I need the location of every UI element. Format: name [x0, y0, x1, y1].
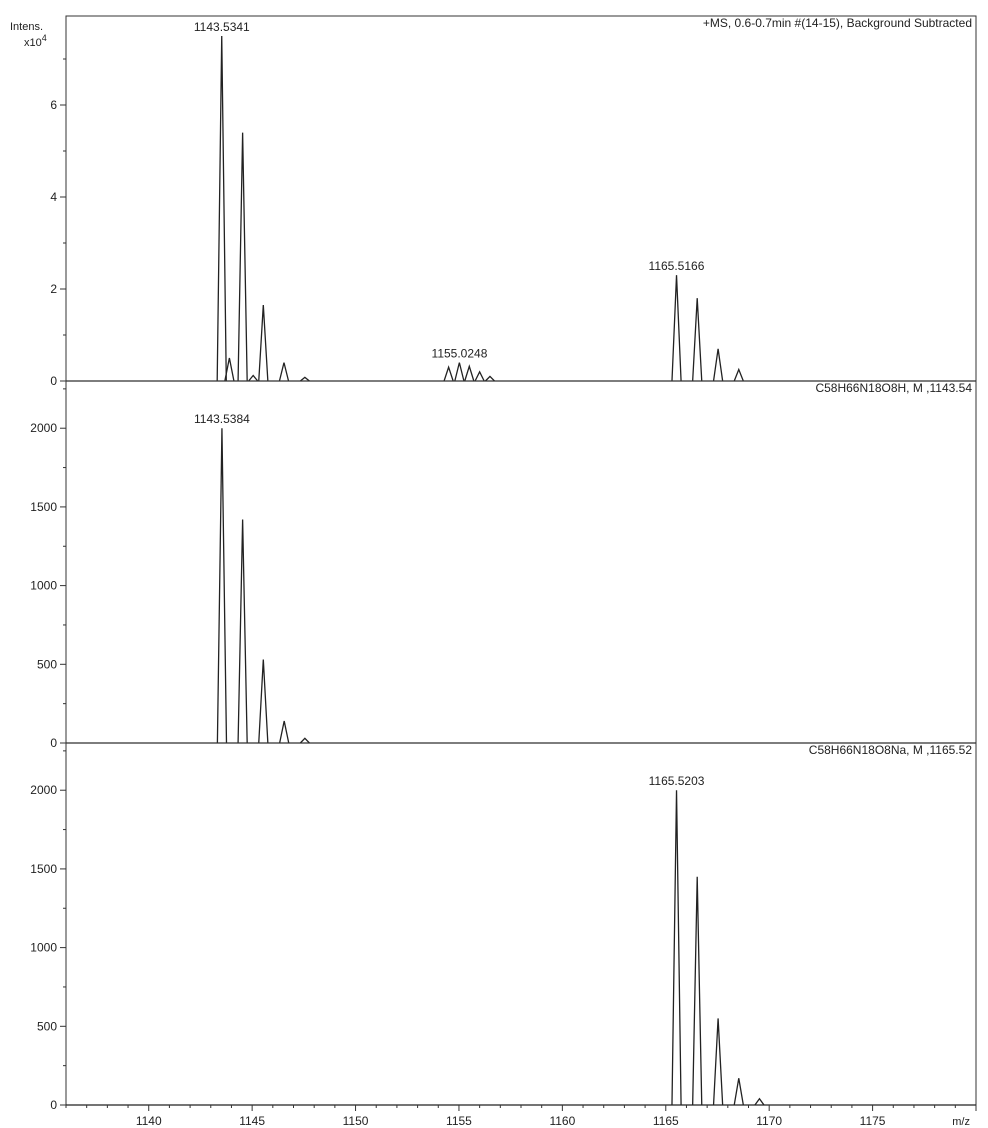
- x-tick-label: 1170: [756, 1114, 782, 1128]
- peak-label: 1143.5384: [194, 412, 250, 426]
- spectrum-panel-1: 0 2 4 6 +MS, 0.6-0.7min #(14-15), Background…: [10, 15, 977, 388]
- spectrum-peak: [299, 376, 310, 382]
- spectrum-peak: [258, 305, 269, 382]
- panel-header: C58H66N18O8H, M ,1143.54: [815, 381, 972, 395]
- peak-label: 1143.5341: [194, 20, 250, 34]
- y-tick-label: 500: [37, 1019, 57, 1033]
- spectrum-panel-2: 0 500 1000 1500 2000 C58H66N18O8H, M ,1143.54…: [30, 380, 977, 750]
- panel-header: C58H66N18O8Na, M ,1165.52: [809, 743, 973, 757]
- spectrum-panel-3: 0 500 1000 1500 2000 C58H66N18O8Na, M ,1165.5…: [30, 742, 977, 1112]
- spectrum-peak: [279, 720, 290, 744]
- spectrum-peak: [484, 375, 495, 382]
- spectrum-peak: [733, 367, 744, 382]
- y-tick-label: 2000: [30, 783, 57, 797]
- spectrum-peak: [712, 1018, 724, 1106]
- y-axis-scale: x104: [24, 33, 47, 49]
- spectrum-peak: [464, 364, 475, 382]
- spectrum-peak: [692, 876, 703, 1106]
- y-tick-label: 2: [50, 282, 57, 296]
- peak-label: 1165.5166: [649, 259, 705, 273]
- spectrum-peak: [692, 298, 703, 382]
- x-tick-label: 1155: [446, 1114, 472, 1128]
- spectrum-peak: [754, 1097, 765, 1106]
- spectrum-peak: [224, 357, 235, 382]
- spectrum-peak: [278, 362, 290, 382]
- peak-label: 1165.5203: [649, 774, 705, 788]
- spectrum-peak: [237, 519, 248, 744]
- spectrum-peak: [712, 348, 724, 382]
- y-tick-label: 1000: [30, 579, 57, 593]
- spectrum-peak: [443, 365, 454, 382]
- y-tick-label: 0: [50, 374, 57, 388]
- panel-header: +MS, 0.6-0.7min #(14-15), Background Sub…: [703, 16, 972, 30]
- spectrum-peak: [454, 362, 465, 382]
- y-tick-label: 0: [50, 1098, 57, 1112]
- spectrum-peak: [474, 370, 485, 382]
- x-axis-title: m/z: [952, 1116, 970, 1128]
- y-tick-label: 4: [50, 190, 57, 204]
- x-axis: 1140 1145 1150 1155 1160 1165 1170 1175 m/z: [65, 1105, 977, 1128]
- y-tick-label: 6: [50, 98, 57, 112]
- x-tick-label: 1165: [653, 1114, 679, 1128]
- panel-frame: [65, 380, 977, 744]
- peak-label: 1155.0248: [432, 347, 488, 361]
- spectrum-peak: [216, 35, 227, 382]
- spectrum-peak: [258, 659, 269, 744]
- y-tick-label: 2000: [30, 421, 57, 435]
- y-tick-label: 0: [50, 736, 57, 750]
- spectrum-peak: [248, 374, 259, 382]
- y-tick-label: 1500: [30, 500, 57, 514]
- spectrum-peak: [671, 790, 682, 1106]
- spectrum-peak: [299, 737, 310, 744]
- x-tick-label: 1150: [343, 1114, 369, 1128]
- x-tick-label: 1160: [549, 1114, 575, 1128]
- panel-frame: [65, 15, 977, 382]
- x-tick-label: 1140: [136, 1114, 162, 1128]
- spectrum-peak: [216, 428, 228, 744]
- y-tick-label: 500: [37, 657, 57, 671]
- spectrum-peak: [671, 275, 682, 382]
- x-tick-label: 1175: [860, 1114, 886, 1128]
- y-tick-label: 1000: [30, 941, 57, 955]
- x-tick-label: 1145: [239, 1114, 265, 1128]
- spectrum-peak: [237, 132, 248, 382]
- y-axis-title: Intens.: [10, 21, 43, 33]
- y-tick-label: 1500: [30, 862, 57, 876]
- panel-frame: [65, 742, 977, 1106]
- spectrum-peak: [733, 1078, 744, 1106]
